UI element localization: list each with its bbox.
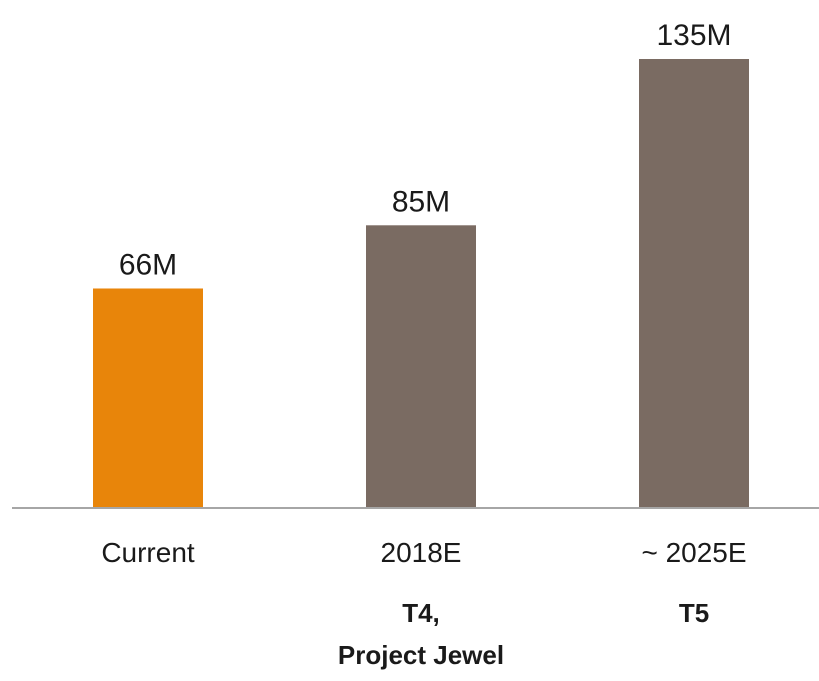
sublabel-2-0: T5 bbox=[679, 598, 709, 628]
sublabel-1-1: Project Jewel bbox=[338, 640, 504, 670]
value-label-2: 135M bbox=[656, 19, 731, 52]
labels-group: 66M Current 85M 2018E T4, Project Jewel 135M ~ … bbox=[101, 19, 746, 670]
bar-0 bbox=[93, 288, 203, 508]
bar-1 bbox=[366, 225, 476, 508]
value-label-0: 66M bbox=[119, 248, 177, 281]
sublabel-1-0: T4, bbox=[402, 598, 440, 628]
category-label-1: 2018E bbox=[381, 537, 462, 568]
value-label-1: 85M bbox=[392, 185, 450, 218]
category-label-2: ~ 2025E bbox=[641, 537, 746, 568]
bars-group bbox=[93, 59, 749, 508]
bar-2 bbox=[639, 59, 749, 508]
category-label-0: Current bbox=[101, 537, 195, 568]
